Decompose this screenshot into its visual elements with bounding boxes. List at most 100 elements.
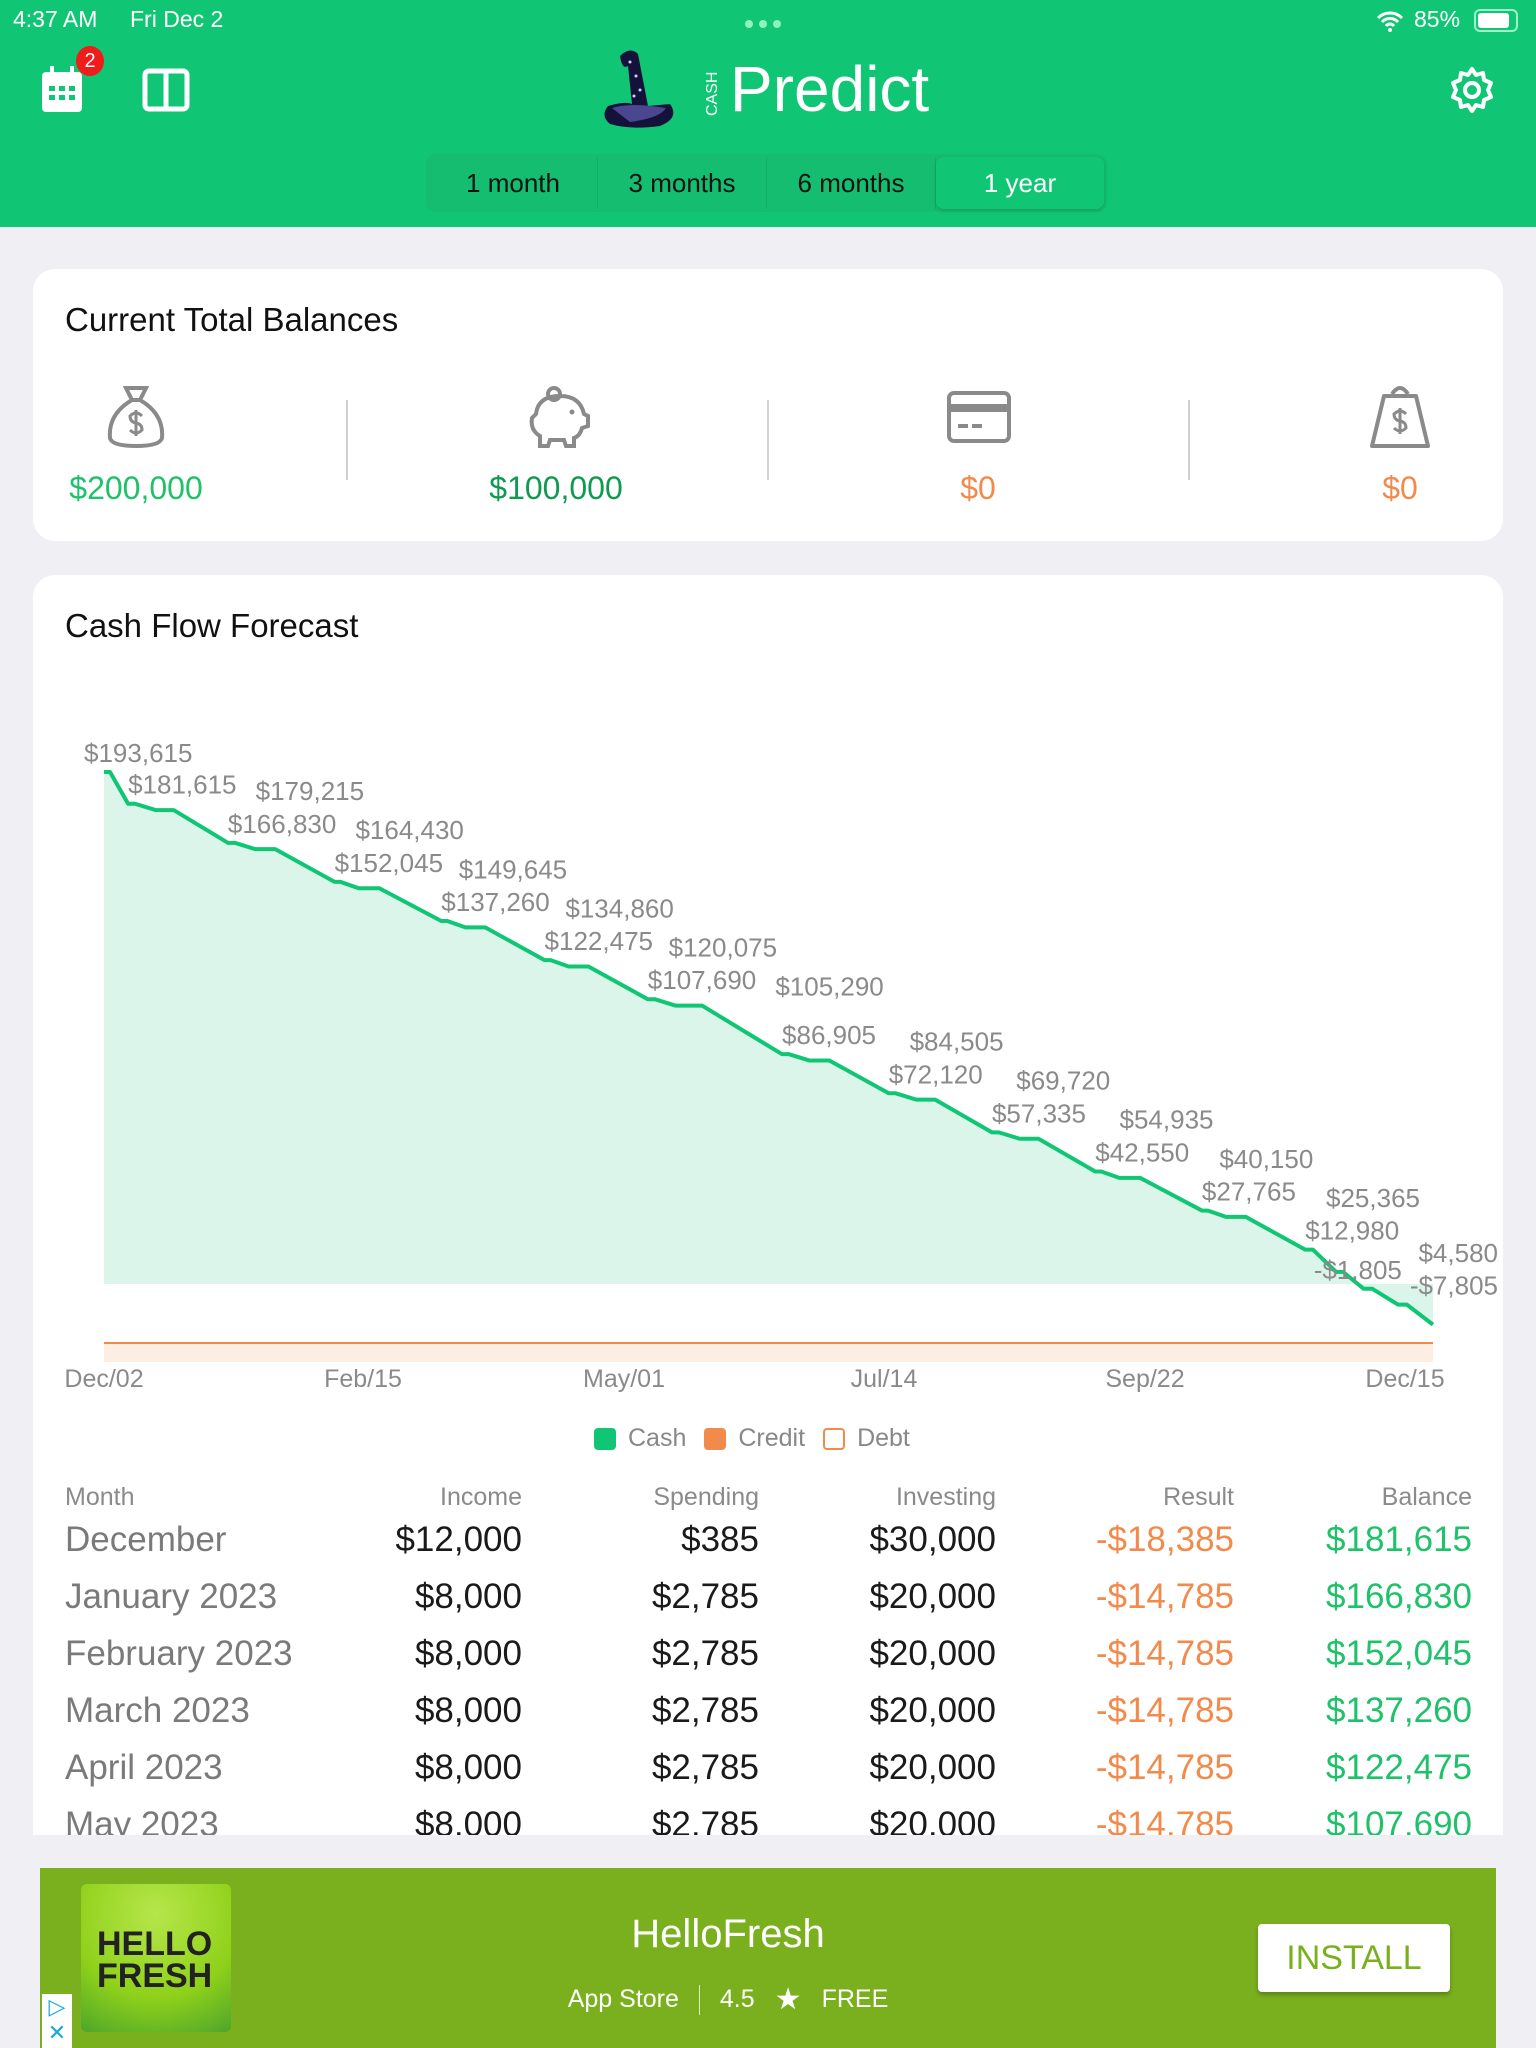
status-time: 4:37 AM <box>13 6 98 32</box>
cell-income: $8,000 <box>414 1748 522 1787</box>
cell-balance: $152,045 <box>1326 1634 1472 1673</box>
point-label: $4,580 <box>1418 1238 1498 1268</box>
table-row[interactable]: May 2023 $8,000 $2,785 $20,000 -$14,785 $107,… <box>33 1805 1503 1835</box>
cell-month: May 2023 <box>65 1805 219 1835</box>
x-tick-label: Dec/02 <box>64 1365 143 1393</box>
ad-title: HelloFresh <box>631 1912 825 1956</box>
point-label: $181,615 <box>128 770 236 800</box>
point-label: $69,720 <box>1016 1066 1110 1096</box>
cell-spending: $2,785 <box>651 1748 759 1787</box>
point-label: $152,045 <box>335 848 443 878</box>
point-label: $54,935 <box>1120 1105 1214 1135</box>
cell-balance: $107,690 <box>1326 1805 1472 1835</box>
cell-income: $8,000 <box>414 1577 522 1616</box>
cash-area <box>104 772 1433 1325</box>
multitask-dots[interactable] <box>745 20 781 28</box>
piggy-bank-icon <box>529 386 590 448</box>
ad-meta: App Store 4.5 ★ FREE <box>40 1982 1416 2017</box>
balances-title: Current Total Balances <box>65 301 399 338</box>
point-label: -$7,805 <box>1410 1271 1498 1301</box>
cell-spending: $2,785 <box>651 1634 759 1673</box>
cell-spending: $2,785 <box>651 1805 759 1835</box>
debt-balance-value: $0 <box>1382 470 1418 506</box>
logo-cash-text: CASH <box>704 71 721 116</box>
col-investing: Investing <box>895 1483 996 1511</box>
cash-line <box>104 770 1435 1327</box>
legend-debt[interactable]: Debt <box>857 1424 910 1452</box>
cell-investing: $20,000 <box>869 1805 996 1835</box>
install-button[interactable]: INSTALL <box>1258 1924 1450 1992</box>
status-date: Fri Dec 2 <box>130 6 224 32</box>
cell-spending: $2,785 <box>651 1691 759 1730</box>
table-row[interactable]: December $12,000 $385 $30,000 -$18,385 $181,6… <box>33 1520 1503 1577</box>
ad-price: FREE <box>821 1985 889 2013</box>
point-label: $134,860 <box>565 893 673 923</box>
point-label: $179,215 <box>256 776 364 806</box>
point-label: $105,290 <box>775 972 883 1002</box>
battery-icon <box>1474 9 1518 32</box>
point-label: $12,980 <box>1305 1216 1399 1246</box>
legend-credit-swatch <box>704 1427 727 1450</box>
cell-result: -$18,385 <box>1095 1520 1234 1559</box>
x-tick-label: Jul/14 <box>851 1365 918 1393</box>
calendar-icon[interactable] <box>40 64 84 114</box>
col-balance: Balance <box>1381 1483 1472 1511</box>
wifi-icon <box>1376 11 1404 32</box>
point-label: $149,645 <box>459 854 567 884</box>
col-result: Result <box>1163 1483 1234 1511</box>
point-label: $166,830 <box>228 809 336 839</box>
cell-income: $8,000 <box>414 1634 522 1673</box>
split-view-icon[interactable] <box>142 68 190 112</box>
cell-investing: $20,000 <box>869 1691 996 1730</box>
table-row[interactable]: February 2023 $8,000 $2,785 $20,000 -$14,785… <box>33 1634 1503 1691</box>
segment-1-month[interactable]: 1 month <box>429 157 598 209</box>
point-label: $107,690 <box>648 965 756 995</box>
point-label: $193,615 <box>84 738 192 768</box>
x-tick-label: Dec/15 <box>1365 1365 1444 1393</box>
forecast-table: December $12,000 $385 $30,000 -$18,385 $181,6… <box>33 1520 1503 1835</box>
cell-balance: $166,830 <box>1326 1577 1472 1616</box>
balance-divider <box>1188 400 1190 480</box>
legend-cash-swatch <box>594 1427 616 1450</box>
hellofresh-logo: HELLO FRESH <box>81 1884 231 2032</box>
cell-income: $8,000 <box>414 1691 522 1730</box>
x-tick-label: May/01 <box>583 1365 665 1393</box>
legend-credit[interactable]: Credit <box>738 1424 806 1452</box>
cash-balance-value: $200,000 <box>69 470 203 506</box>
ad-rating: 4.5 <box>719 1985 755 2013</box>
table-row[interactable]: March 2023 $8,000 $2,785 $20,000 -$14,785 $13… <box>33 1691 1503 1748</box>
balance-divider <box>767 400 769 480</box>
logo-predict-text: Predict <box>730 53 930 125</box>
savings-balance-value: $100,000 <box>489 470 623 506</box>
credit-area <box>104 1343 1433 1362</box>
point-label: $164,430 <box>355 815 463 845</box>
point-label: $40,150 <box>1219 1144 1313 1174</box>
cash-flow-chart: $193,615$181,615 $179,215$166,830 $164,430… <box>64 738 1498 1393</box>
settings-gear-icon[interactable] <box>1448 66 1496 114</box>
ad-banner[interactable]: HELLO FRESH ▷ ✕ HelloFresh App Store 4.5 … <box>40 1868 1496 2048</box>
segment-6-months[interactable]: 6 months <box>767 157 936 209</box>
credit-balance-value: $0 <box>960 470 996 506</box>
point-label: $86,905 <box>782 1020 876 1050</box>
point-label: $42,550 <box>1095 1137 1189 1167</box>
col-month: Month <box>65 1483 135 1511</box>
cell-month: December <box>65 1520 227 1559</box>
ad-store: App Store <box>567 1985 679 2013</box>
legend-debt-swatch <box>823 1427 846 1450</box>
battery-percent: 85% <box>1414 6 1461 32</box>
cell-balance: $122,475 <box>1326 1748 1472 1787</box>
app-header: 4:37 AM Fri Dec 2 85% 2 CASH Predict 1 m… <box>0 0 1536 227</box>
table-row[interactable]: January 2023 $8,000 $2,785 $20,000 -$14,785 $… <box>33 1577 1503 1634</box>
cell-month: April 2023 <box>65 1748 223 1787</box>
table-row[interactable]: April 2023 $8,000 $2,785 $20,000 -$14,785 $12… <box>33 1748 1503 1805</box>
ad-choices-icon[interactable]: ▷ ✕ <box>42 1994 72 2048</box>
cell-investing: $20,000 <box>869 1748 996 1787</box>
cell-month: March 2023 <box>65 1691 250 1730</box>
segment-3-months[interactable]: 3 months <box>598 157 767 209</box>
cell-balance: $137,260 <box>1326 1691 1472 1730</box>
legend-cash[interactable]: Cash <box>628 1424 687 1452</box>
x-tick-label: Sep/22 <box>1105 1365 1184 1393</box>
chart-legend: Cash Credit Debt <box>594 1424 910 1453</box>
cell-result: -$14,785 <box>1095 1577 1234 1616</box>
segment-1-year[interactable]: 1 year <box>936 157 1104 209</box>
